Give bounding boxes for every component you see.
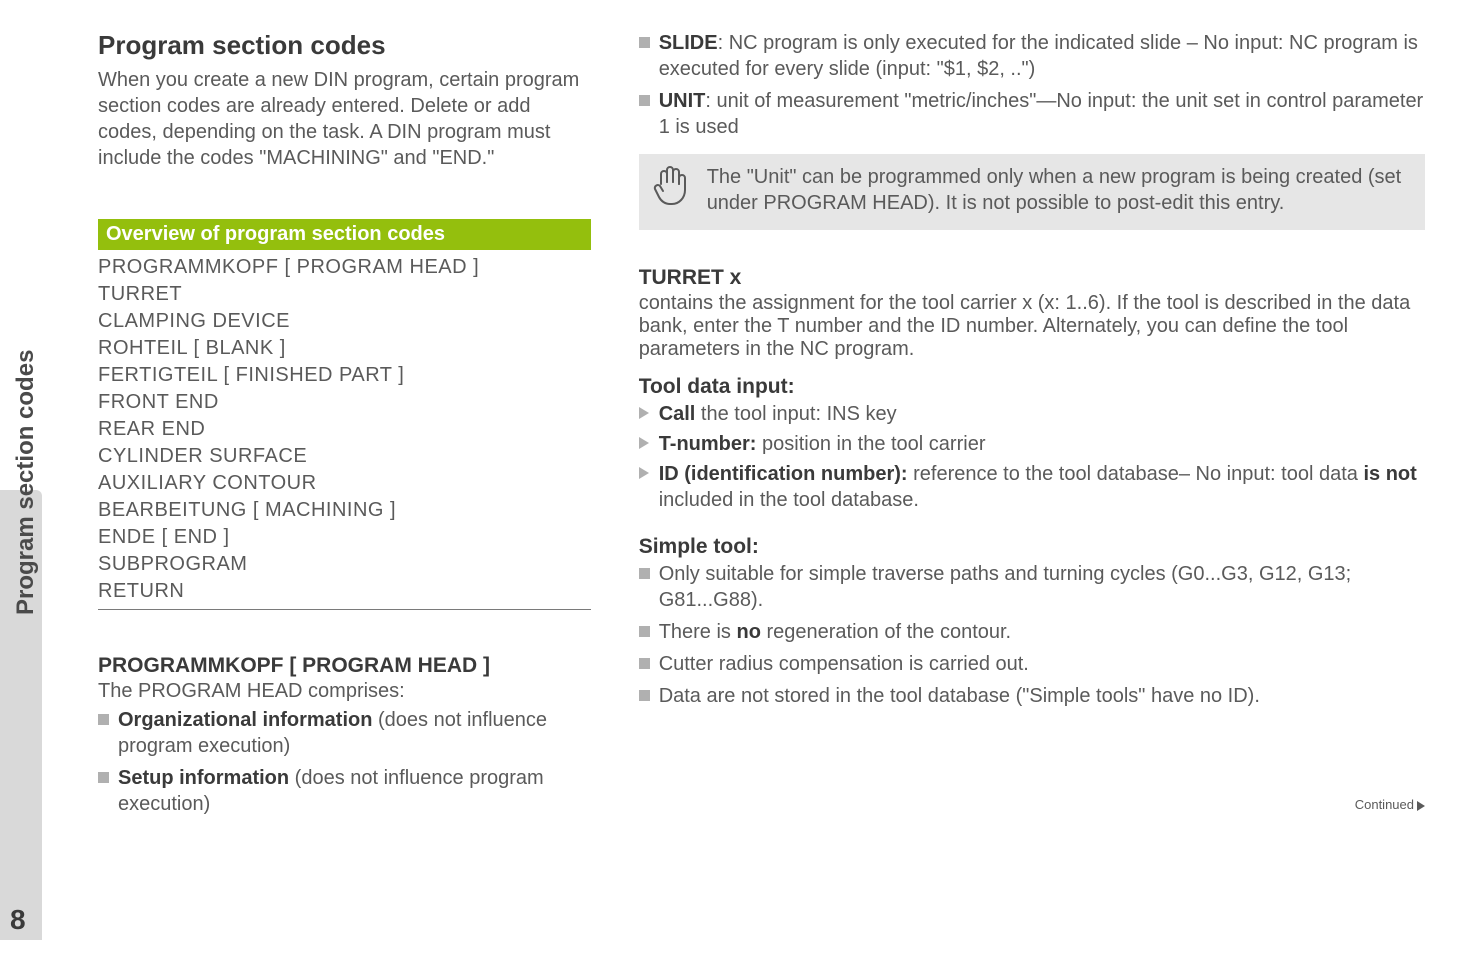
list-item: Cutter radius compensation is carried ou…: [639, 651, 1425, 677]
page-number: 8: [10, 904, 26, 936]
list-item: ID (identification number): reference to…: [639, 461, 1425, 513]
simple-tool-heading: Simple tool:: [639, 535, 1425, 559]
code-item: CLAMPING DEVICE: [98, 308, 591, 335]
page-title: Program section codes: [98, 30, 591, 61]
code-list: PROGRAMMKOPF [ PROGRAM HEAD ] TURRET CLA…: [98, 254, 591, 610]
left-column: Program section codes When you create a …: [98, 30, 591, 823]
code-item: AUXILIARY CONTOUR: [98, 470, 591, 497]
list-item: There is no regeneration of the contour.: [639, 619, 1425, 645]
list-item-bold: Call: [659, 403, 696, 425]
code-item: PROGRAMMKOPF [ PROGRAM HEAD ]: [98, 254, 591, 281]
turret-body: contains the assignment for the tool car…: [639, 292, 1425, 361]
list-item: UNIT: unit of measurement "metric/inches…: [639, 88, 1425, 140]
content-columns: Program section codes When you create a …: [98, 30, 1425, 823]
program-head-desc: The PROGRAM HEAD comprises:: [98, 680, 591, 703]
page: Program section codes 8 Program section …: [0, 0, 1475, 954]
list-item-rest: reference to the tool database– No input…: [908, 463, 1364, 485]
inline-bold: no: [737, 621, 761, 643]
code-item: REAR END: [98, 416, 591, 443]
list-item-rest: : unit of measurement "metric/inches"—No…: [659, 90, 1424, 138]
list-item-bold: SLIDE: [659, 32, 718, 54]
right-column: SLIDE: NC program is only executed for t…: [639, 30, 1425, 823]
list-item-rest: position in the tool carrier: [756, 433, 985, 455]
list-item: Organizational information (does not inf…: [98, 707, 591, 759]
hand-icon: [653, 164, 689, 211]
list-item: Only suitable for simple traverse paths …: [639, 561, 1425, 613]
simple-tool-list: Only suitable for simple traverse paths …: [639, 561, 1425, 709]
code-item: SUBPROGRAM: [98, 551, 591, 578]
note-box: The "Unit" can be programmed only when a…: [639, 154, 1425, 230]
list-item: T-number: position in the tool carrier: [639, 431, 1425, 457]
note-text: The "Unit" can be programmed only when a…: [707, 164, 1411, 216]
list-item-bold: UNIT: [659, 90, 706, 112]
program-head-list: Organizational information (does not inf…: [98, 707, 591, 817]
turret-heading: TURRET x: [639, 266, 1425, 290]
sidebar-label: Program section codes: [12, 350, 40, 615]
list-item: Setup information (does not influence pr…: [98, 765, 591, 817]
code-item: FRONT END: [98, 389, 591, 416]
chevron-right-icon: [1417, 801, 1425, 811]
intro-paragraph: When you create a new DIN program, certa…: [98, 67, 591, 171]
list-item: SLIDE: NC program is only executed for t…: [639, 30, 1425, 82]
code-item: ROHTEIL [ BLANK ]: [98, 335, 591, 362]
list-item-rest: : NC program is only executed for the in…: [659, 32, 1418, 80]
list-item: Data are not stored in the tool database…: [639, 683, 1425, 709]
tool-data-heading: Tool data input:: [639, 375, 1425, 399]
list-item-bold: Organizational information: [118, 709, 372, 731]
list-item-rest: the tool input: INS key: [695, 403, 896, 425]
top-bullet-list: SLIDE: NC program is only executed for t…: [639, 30, 1425, 140]
code-item: FERTIGTEIL [ FINISHED PART ]: [98, 362, 591, 389]
list-item-bold2: is not: [1363, 463, 1416, 485]
list-item-bold: T-number:: [659, 433, 757, 455]
code-item: RETURN: [98, 578, 591, 605]
code-item: CYLINDER SURFACE: [98, 443, 591, 470]
overview-header: Overview of program section codes: [98, 219, 591, 250]
continued-label: Continued: [1355, 797, 1425, 812]
code-item: TURRET: [98, 281, 591, 308]
continued-text: Continued: [1355, 797, 1414, 812]
list-item-bold: Setup information: [118, 767, 289, 789]
tool-data-list: Call the tool input: INS key T-number: p…: [639, 401, 1425, 513]
program-head-heading: PROGRAMMKOPF [ PROGRAM HEAD ]: [98, 654, 591, 678]
list-item-rest2: included in the tool database.: [659, 489, 919, 511]
list-item: Call the tool input: INS key: [639, 401, 1425, 427]
code-item: BEARBEITUNG [ MACHINING ]: [98, 497, 591, 524]
list-item-bold: ID (identification number):: [659, 463, 908, 485]
code-item: ENDE [ END ]: [98, 524, 591, 551]
